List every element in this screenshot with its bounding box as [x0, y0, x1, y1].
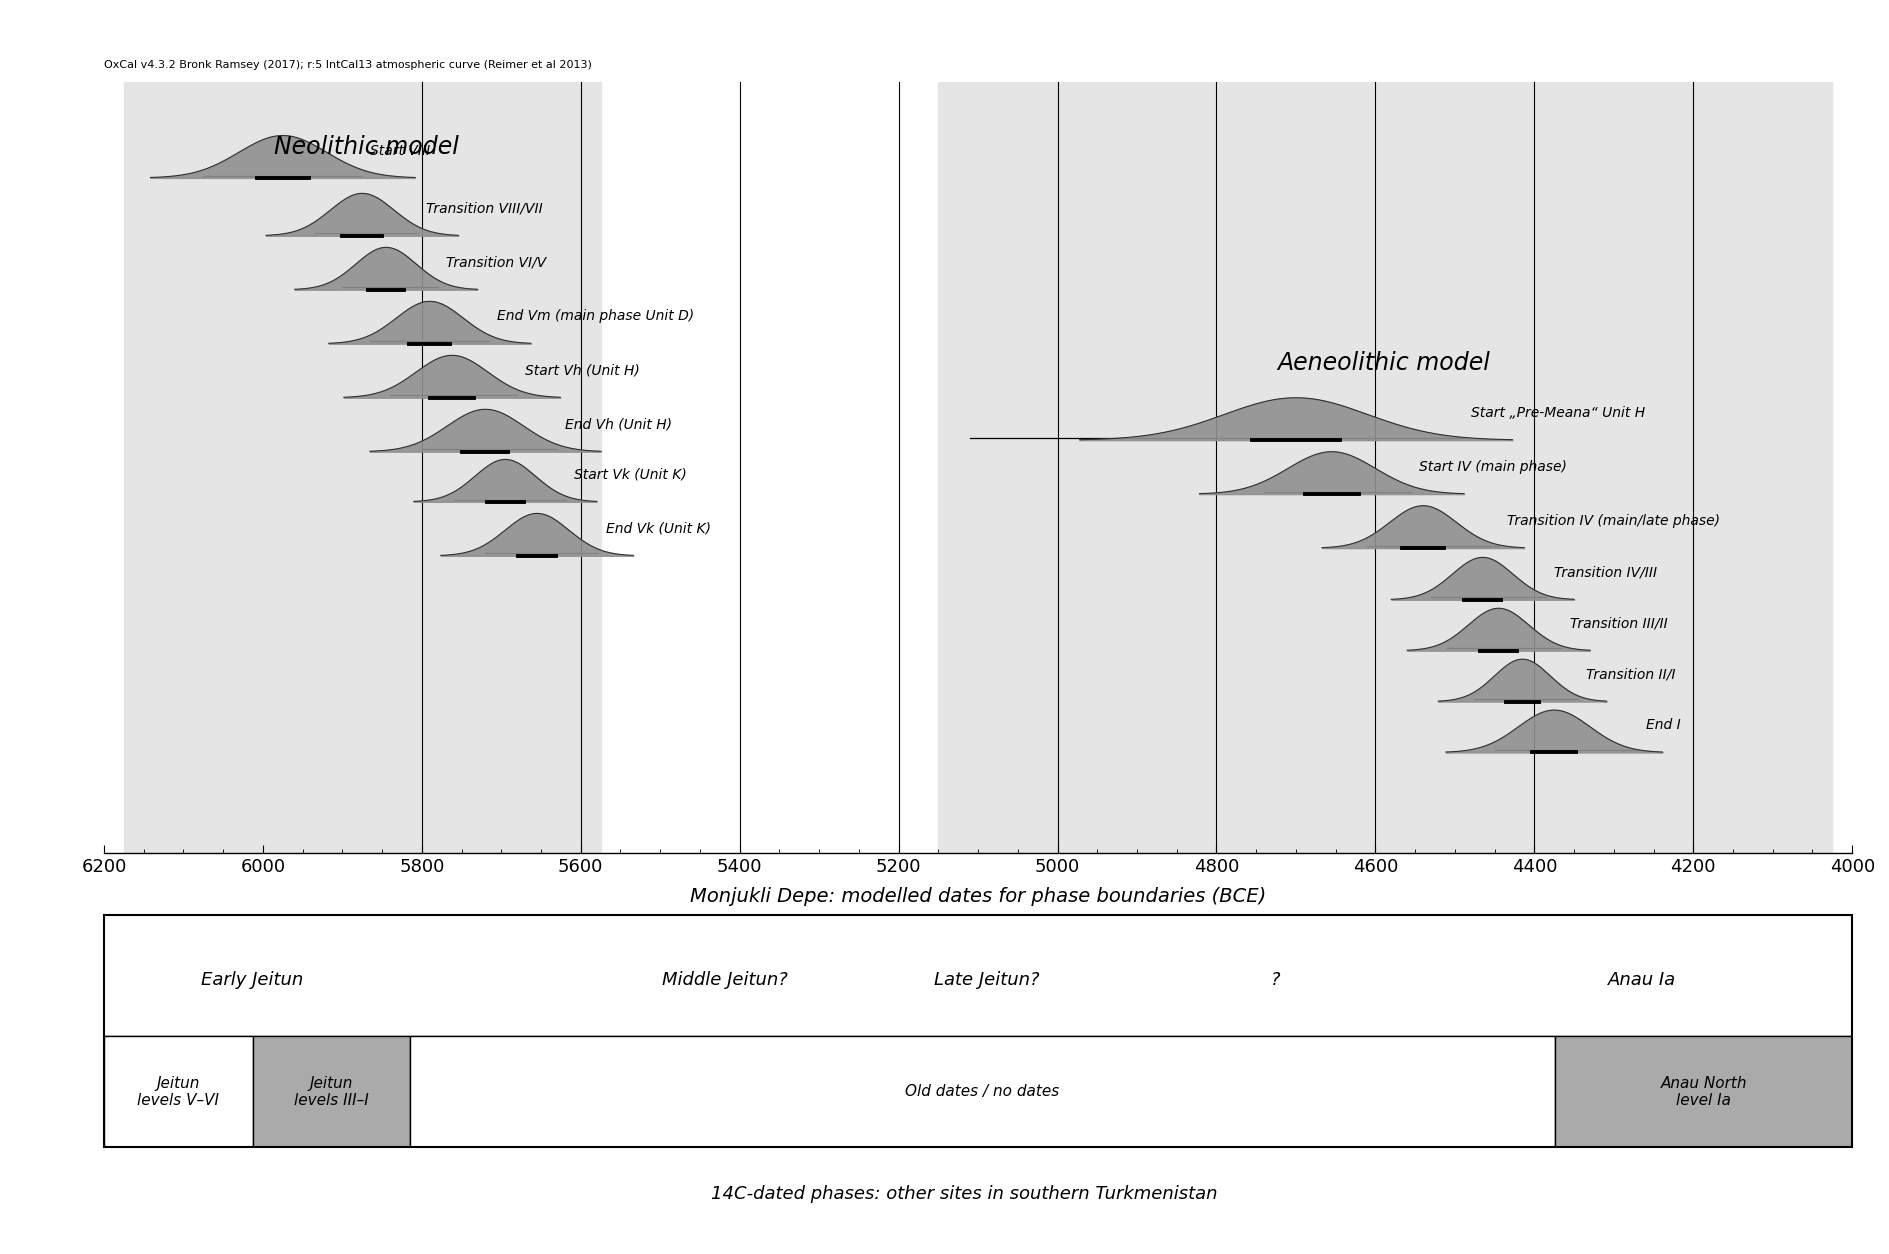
Text: Middle Jeitun?: Middle Jeitun? — [661, 972, 788, 989]
Bar — [104, 1036, 253, 1147]
Bar — [125, 82, 601, 853]
Text: Start Vk (Unit K): Start Vk (Unit K) — [574, 468, 688, 482]
Text: Old dates / no dates: Old dates / no dates — [905, 1085, 1060, 1100]
Text: 14C-dated phases: other sites in southern Turkmenistan: 14C-dated phases: other sites in souther… — [710, 1185, 1217, 1203]
Text: End Vm (main phase Unit D): End Vm (main phase Unit D) — [497, 310, 693, 324]
Text: Start „Pre-Meana“ Unit H: Start „Pre-Meana“ Unit H — [1470, 406, 1643, 420]
Text: Jeitun
levels III–I: Jeitun levels III–I — [293, 1076, 368, 1109]
Text: Transition II/I: Transition II/I — [1585, 667, 1676, 681]
Text: Transition IV (main/late phase): Transition IV (main/late phase) — [1506, 514, 1719, 528]
Text: Neolithic model: Neolithic model — [274, 135, 459, 159]
Text: End Vh (Unit H): End Vh (Unit H) — [565, 418, 671, 431]
Bar — [937, 82, 1830, 853]
Text: End Vk (Unit K): End Vk (Unit K) — [606, 522, 710, 535]
Text: Anau Ia: Anau Ia — [1608, 972, 1676, 989]
Text: Start VIII: Start VIII — [370, 143, 431, 158]
Text: Transition IV/III: Transition IV/III — [1553, 566, 1657, 579]
Text: ?: ? — [1269, 972, 1279, 989]
X-axis label: Monjukli Depe: modelled dates for phase boundaries (BCE): Monjukli Depe: modelled dates for phase … — [689, 887, 1266, 905]
Text: Transition III/II: Transition III/II — [1570, 616, 1666, 631]
Text: Transition VIII/VII: Transition VIII/VII — [425, 202, 542, 216]
Text: Early Jeitun: Early Jeitun — [202, 972, 304, 989]
Text: Jeitun
levels V–VI: Jeitun levels V–VI — [138, 1076, 219, 1109]
Text: OxCal v4.3.2 Bronk Ramsey (2017); r:5 IntCal13 atmospheric curve (Reimer et al 2: OxCal v4.3.2 Bronk Ramsey (2017); r:5 In… — [104, 60, 591, 70]
Bar — [253, 1036, 410, 1147]
Text: Aeneolithic model: Aeneolithic model — [1277, 351, 1489, 375]
Text: Transition VI/V: Transition VI/V — [446, 256, 546, 270]
Text: Anau North
level Ia: Anau North level Ia — [1659, 1076, 1745, 1109]
Bar — [410, 1036, 1555, 1147]
Bar — [1555, 1036, 1851, 1147]
Text: End I: End I — [1645, 719, 1679, 732]
Text: Start IV (main phase): Start IV (main phase) — [1419, 460, 1566, 474]
Text: Start Vh (Unit H): Start Vh (Unit H) — [525, 364, 640, 377]
Text: Late Jeitun?: Late Jeitun? — [933, 972, 1039, 989]
